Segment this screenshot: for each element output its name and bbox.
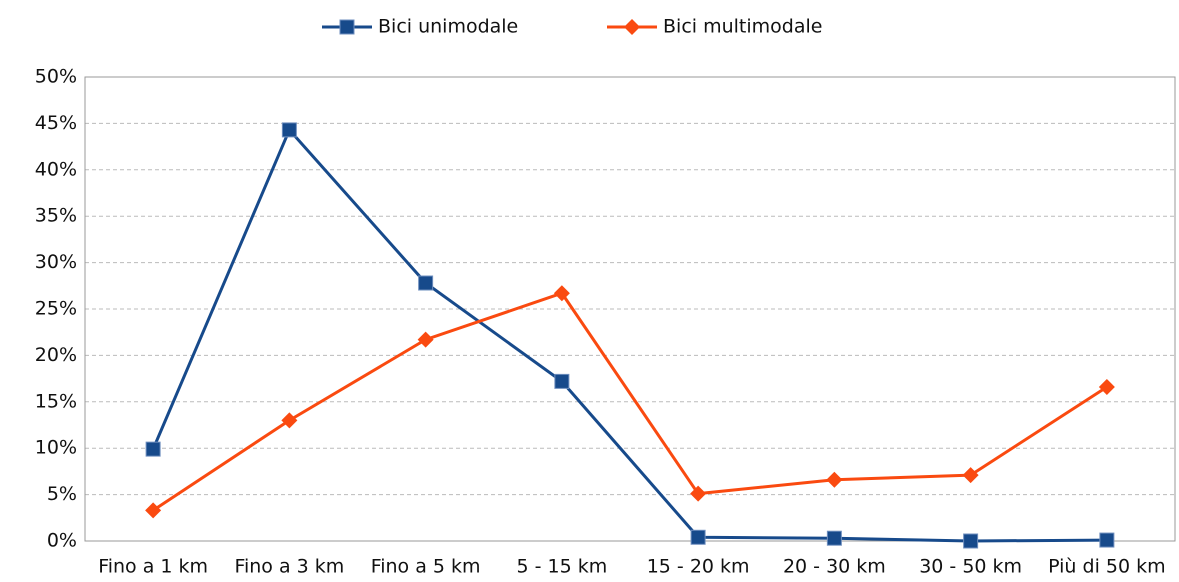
- legend-marker: [624, 19, 640, 35]
- data-point: [145, 502, 162, 519]
- plot-border: [84, 76, 1176, 542]
- x-tick-label: 30 - 50 km: [919, 556, 1022, 578]
- data-point: [281, 412, 298, 429]
- y-tick-label: 35%: [35, 205, 77, 227]
- y-tick-label: 40%: [35, 158, 77, 180]
- data-point: [690, 529, 706, 545]
- y-tick-label: 5%: [47, 483, 77, 505]
- data-point: [962, 467, 979, 484]
- data-point: [281, 122, 297, 138]
- x-tick-label: Fino a 3 km: [234, 556, 344, 578]
- data-point: [826, 471, 843, 488]
- data-point: [826, 530, 842, 546]
- x-tick-label: 20 - 30 km: [783, 556, 886, 578]
- series-line: [152, 291, 1108, 512]
- x-tick-label: Fino a 5 km: [371, 556, 481, 578]
- legend-label: Bici unimodale: [378, 16, 518, 38]
- y-tick-label: 45%: [35, 112, 77, 134]
- y-tick-label: 30%: [35, 251, 77, 273]
- data-point: [963, 533, 979, 549]
- x-tick-label: Fino a 1 km: [98, 556, 208, 578]
- y-tick-label: 15%: [35, 390, 77, 412]
- y-tick-label: 20%: [35, 344, 77, 366]
- data-point: [554, 373, 570, 389]
- legend-marker: [339, 19, 355, 35]
- data-point: [145, 441, 161, 457]
- x-tick-label: 5 - 15 km: [516, 556, 607, 578]
- y-tick-label: 50%: [35, 66, 77, 88]
- data-point: [417, 331, 434, 348]
- data-point: [1099, 532, 1115, 548]
- x-tick-label: Più di 50 km: [1048, 556, 1166, 578]
- y-tick-label: 0%: [47, 530, 77, 552]
- y-tick-label: 10%: [35, 437, 77, 459]
- data-point: [553, 285, 570, 302]
- y-tick-label: 25%: [35, 298, 77, 320]
- data-point: [418, 275, 434, 291]
- x-tick-label: 15 - 20 km: [647, 556, 750, 578]
- legend-label: Bici multimodale: [663, 16, 822, 38]
- data-point: [690, 485, 707, 502]
- series-line: [151, 127, 1107, 543]
- data-point: [1098, 378, 1115, 395]
